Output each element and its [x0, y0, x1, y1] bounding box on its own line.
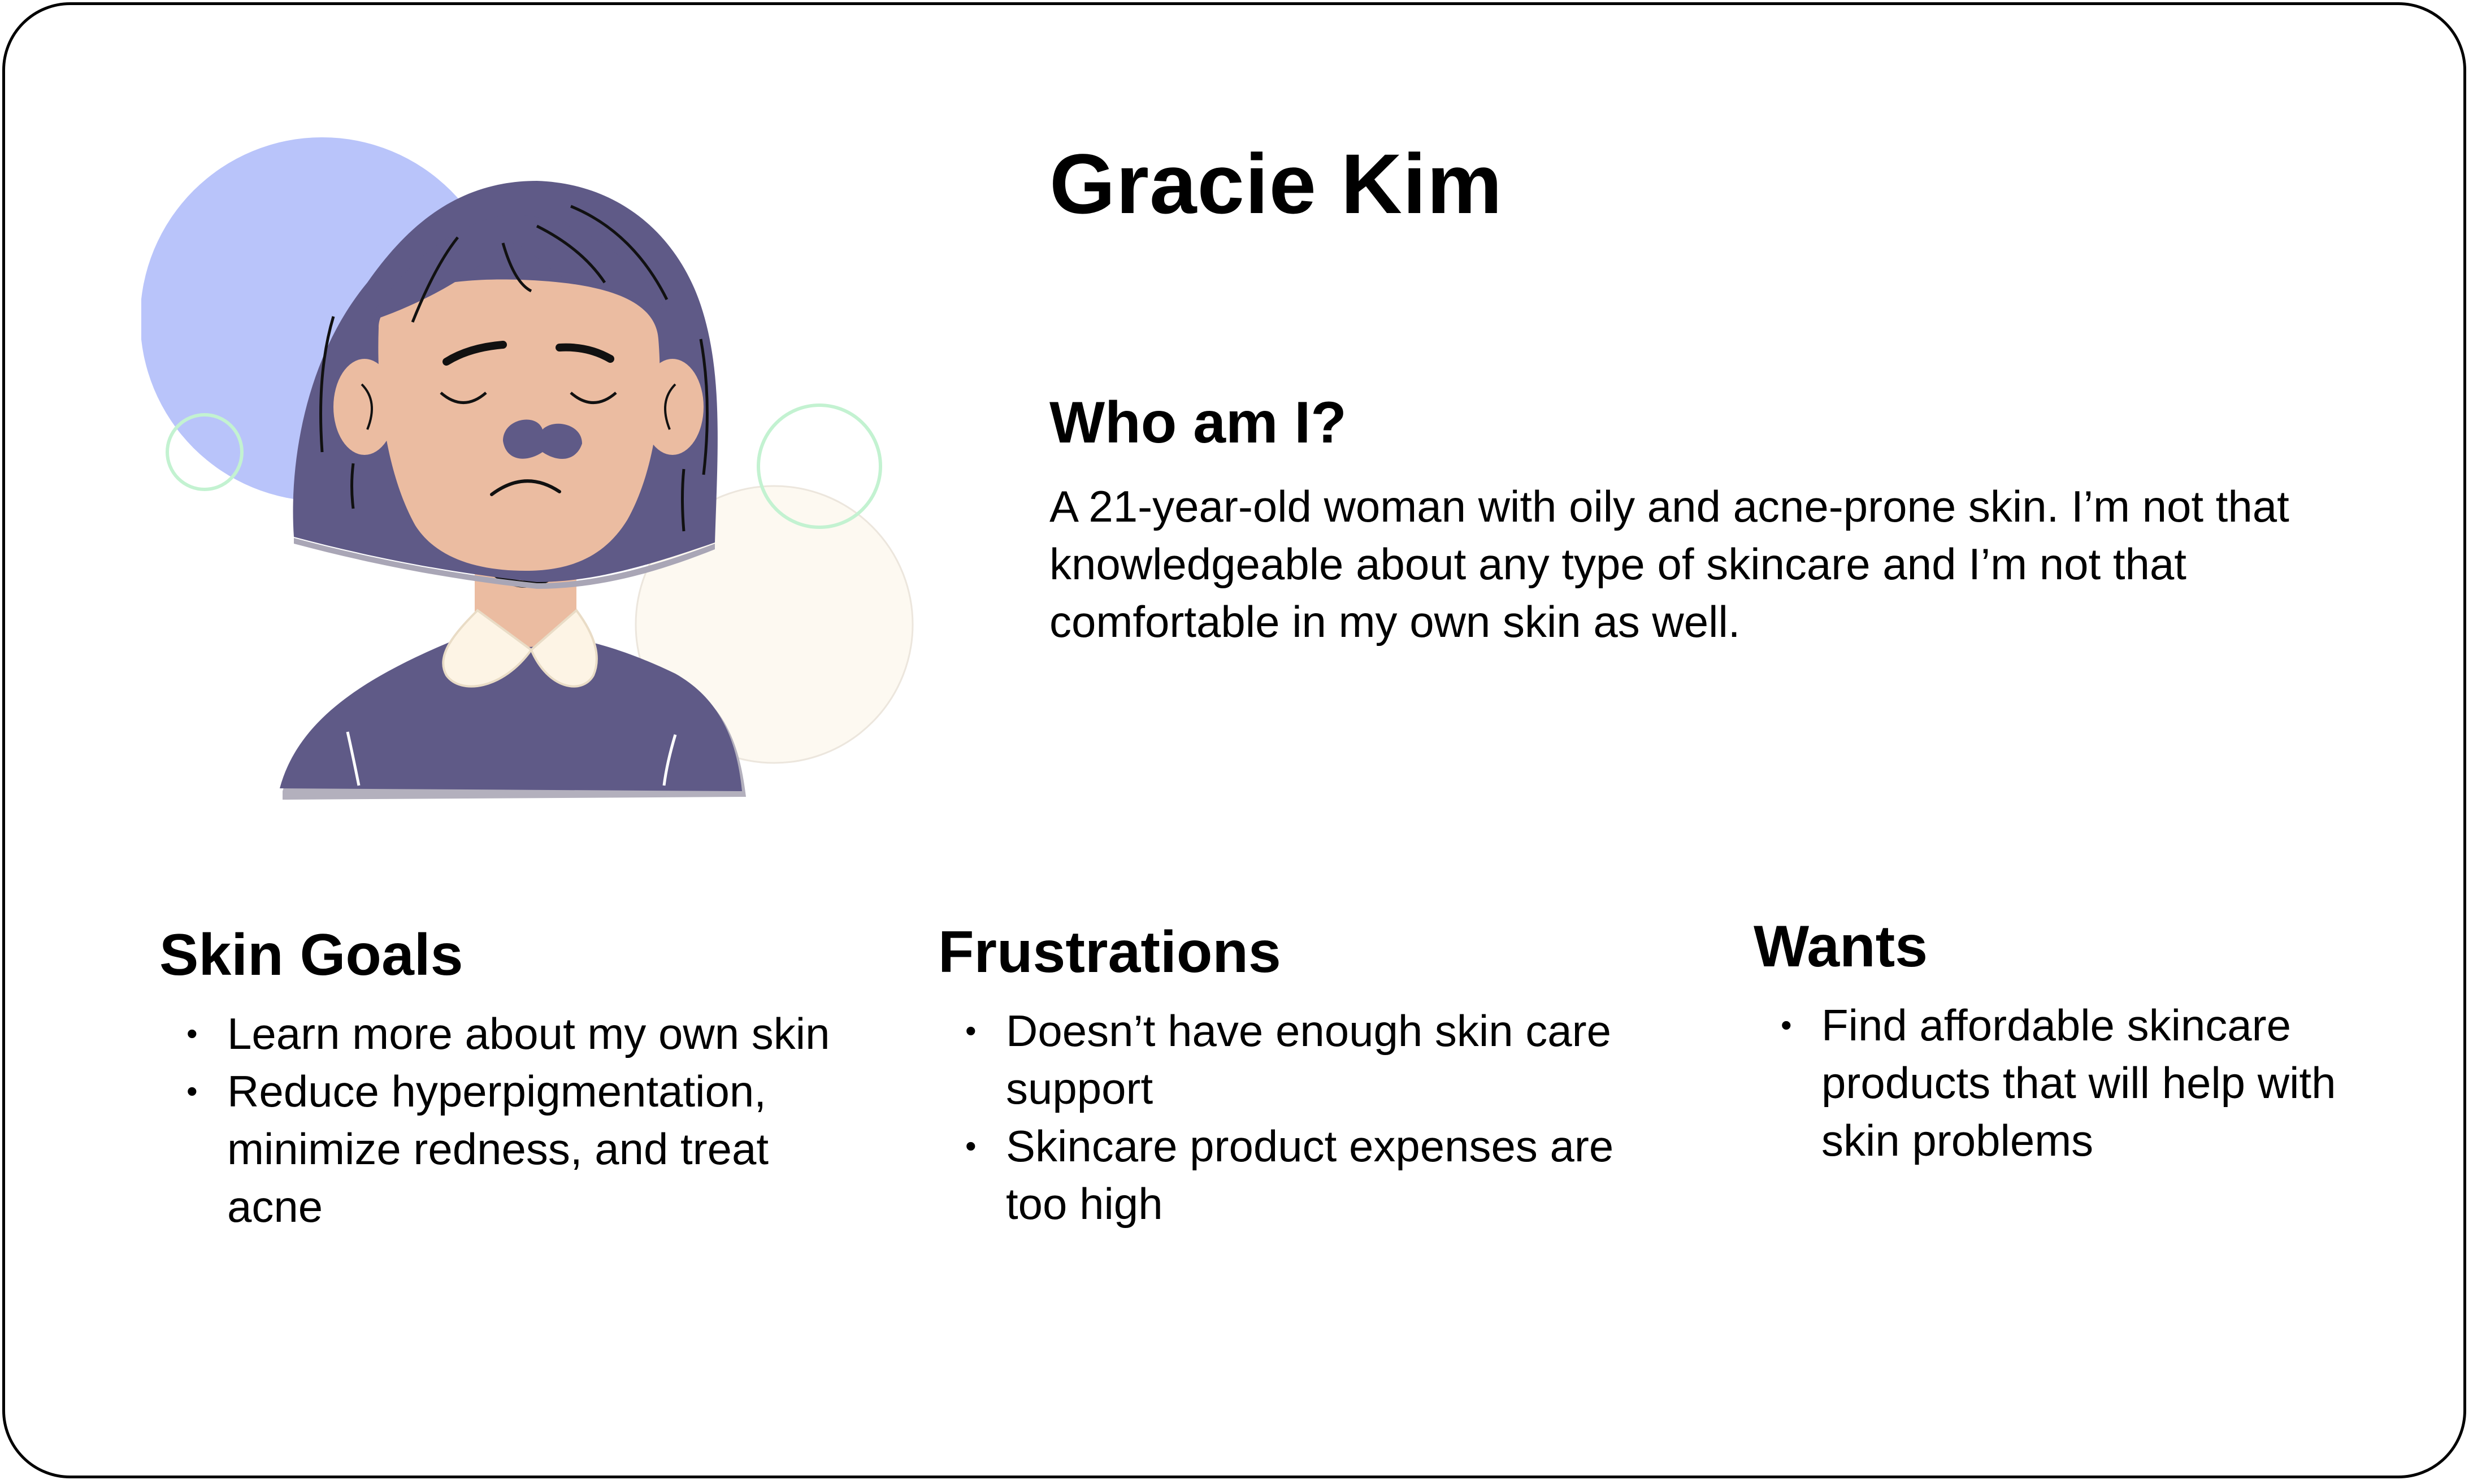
bullet-icon: •: [186, 1016, 198, 1051]
frustration-text: Skincare product expenses are too high: [1006, 1121, 1614, 1229]
skin-goal-text: Learn more about my own skin: [227, 1009, 830, 1058]
wants-heading: Wants: [1754, 914, 1928, 979]
want-text: Find affordable skincare products that w…: [1821, 1000, 2336, 1165]
frustrations-heading: Frustrations: [938, 919, 1281, 985]
cream-background-circle: [635, 485, 914, 764]
green-ring-large: [757, 403, 882, 529]
frustration-item: • Doesn’t have enough skin care support: [938, 1002, 1673, 1117]
skin-goals-section: Skin Goals • Learn more about my own ski…: [159, 921, 860, 1235]
skin-goal-item: • Learn more about my own skin: [159, 1005, 860, 1062]
bullet-icon: •: [965, 1013, 977, 1048]
wants-list: • Find affordable skincare products that…: [1754, 996, 2420, 1169]
bullet-icon: •: [186, 1073, 198, 1109]
bullet-icon: •: [1781, 1007, 1792, 1043]
bullet-icon: •: [965, 1128, 977, 1164]
persona-name: Gracie Kim: [1049, 136, 1503, 231]
skin-goals-heading: Skin Goals: [159, 922, 463, 988]
frustrations-section: Frustrations • Doesn’t have enough skin …: [938, 918, 1673, 1233]
frustrations-list: • Doesn’t have enough skin care support …: [938, 1002, 1673, 1233]
green-ring-small: [166, 413, 244, 491]
about-heading: Who am I?: [1049, 390, 1347, 455]
sad-woman-avatar-icon: [140, 136, 921, 825]
about-text: A 21-year-old woman with oily and acne-p…: [1049, 481, 2289, 646]
skin-goals-list: • Learn more about my own skin • Reduce …: [159, 1005, 860, 1235]
skin-goal-item: • Reduce hyperpigmentation, minimize red…: [159, 1062, 860, 1235]
frustration-item: • Skincare product expenses are too high: [938, 1117, 1673, 1233]
frustration-text: Doesn’t have enough skin care support: [1006, 1006, 1612, 1113]
wants-section: Wants • Find affordable skincare product…: [1754, 913, 2420, 1169]
skin-goal-text: Reduce hyperpigmentation, minimize redne…: [227, 1066, 769, 1231]
want-item: • Find affordable skincare products that…: [1754, 996, 2420, 1169]
